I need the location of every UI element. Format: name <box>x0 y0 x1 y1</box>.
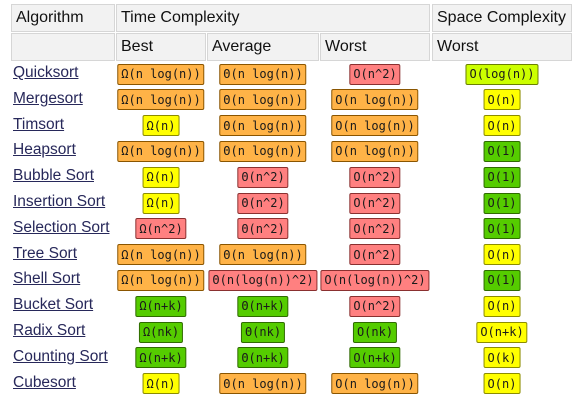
complexity-badge-avg: Θ(nk) <box>240 321 286 343</box>
algorithm-link[interactable]: Insertion Sort <box>13 193 106 210</box>
complexity-badge-worst: O(n^2) <box>349 295 401 317</box>
complexity-badge-space: O(1) <box>483 218 521 240</box>
algorithm-link[interactable]: Selection Sort <box>13 218 110 236</box>
complexity-badge-avg: Θ(n^2) <box>237 192 289 214</box>
complexity-badge-avg: Θ(n^2) <box>237 166 289 188</box>
complexity-badge-worst: O(n^2) <box>349 63 401 85</box>
header-blank <box>11 33 115 61</box>
algorithm-link[interactable]: Mergesort <box>13 89 83 107</box>
algorithm-link[interactable]: Radix Sort <box>13 322 86 339</box>
complexity-badge-worst: O(n^2) <box>349 244 401 266</box>
complexity-badge-space: O(k) <box>483 347 521 369</box>
algorithm-link[interactable]: Bucket Sort <box>13 296 94 314</box>
complexity-badge-worst: O(n(log(n))^2) <box>320 269 430 291</box>
complexity-badge-best: Ω(n log(n)) <box>117 63 205 85</box>
algorithm-link[interactable]: Timsort <box>13 115 65 133</box>
complexity-badge-worst: O(n log(n)) <box>331 89 419 111</box>
header-time-complexity: Time Complexity <box>116 4 430 32</box>
complexity-badge-worst: O(n log(n)) <box>331 373 419 395</box>
header-algorithm: Algorithm <box>11 4 115 32</box>
complexity-badge-avg: Θ(n log(n)) <box>219 63 307 85</box>
algorithm-link[interactable]: Heapsort <box>13 141 76 159</box>
complexity-badge-best: Ω(n) <box>142 166 180 188</box>
algorithm-link[interactable]: Shell Sort <box>13 270 81 288</box>
complexity-badge-space: O(1) <box>483 140 521 162</box>
complexity-badge-best: Ω(n log(n)) <box>117 140 205 162</box>
complexity-badge-worst: O(n log(n)) <box>331 115 419 137</box>
complexity-badge-space: O(n) <box>483 244 521 266</box>
complexity-badge-space: O(n) <box>483 295 521 317</box>
complexity-badge-space: O(log(n)) <box>465 63 539 85</box>
complexity-badge-avg: Θ(n+k) <box>237 295 289 317</box>
complexity-badge-avg: Θ(n log(n)) <box>219 373 307 395</box>
complexity-badge-avg: Θ(n log(n)) <box>219 115 307 137</box>
complexity-badge-avg: Θ(n^2) <box>237 218 289 240</box>
complexity-badge-avg: Θ(n(log(n))^2) <box>208 269 318 291</box>
complexity-badge-space: O(1) <box>483 269 521 291</box>
complexity-badge-worst: O(n+k) <box>349 347 401 369</box>
complexity-badge-best: Ω(n) <box>142 115 180 137</box>
complexity-badge-best: Ω(n log(n)) <box>117 244 205 266</box>
complexity-badge-space: O(n+k) <box>476 321 528 343</box>
header-average: Average <box>207 33 319 61</box>
complexity-badge-space: O(n) <box>483 89 521 111</box>
complexity-badge-avg: Θ(n log(n)) <box>219 89 307 111</box>
complexity-badge-best: Ω(n+k) <box>135 347 187 369</box>
header-space-complexity: Space Complexity <box>432 4 572 32</box>
complexity-badge-worst: O(n^2) <box>349 192 401 214</box>
header-worst: Worst <box>320 33 430 61</box>
complexity-badge-best: Ω(n^2) <box>135 218 187 240</box>
complexity-badge-space: O(1) <box>483 192 521 214</box>
complexity-badge-space: O(n) <box>483 115 521 137</box>
algorithm-link[interactable]: Tree Sort <box>13 244 78 262</box>
complexity-badge-space: O(1) <box>483 166 521 188</box>
complexity-badge-avg: Θ(n log(n)) <box>219 140 307 162</box>
complexity-badge-avg: Θ(n log(n)) <box>219 244 307 266</box>
complexity-badge-best: Ω(n log(n)) <box>117 269 205 291</box>
algorithm-link[interactable]: Counting Sort <box>13 347 108 365</box>
algorithm-link[interactable]: Quicksort <box>13 64 79 81</box>
complexity-badge-best: Ω(n) <box>142 373 180 395</box>
complexity-badge-space: O(n) <box>483 373 521 395</box>
complexity-badge-worst: O(nk) <box>352 321 398 343</box>
algorithm-link[interactable]: Bubble Sort <box>13 167 94 185</box>
header-space-worst: Worst <box>432 33 572 61</box>
complexity-badge-worst: O(n log(n)) <box>331 140 419 162</box>
algorithm-link[interactable]: Cubesort <box>13 373 76 391</box>
complexity-badge-worst: O(n^2) <box>349 166 401 188</box>
complexity-badge-best: Ω(n+k) <box>135 295 187 317</box>
complexity-badge-avg: Θ(n+k) <box>237 347 289 369</box>
complexity-badge-best: Ω(n) <box>142 192 180 214</box>
complexity-badge-worst: O(n^2) <box>349 218 401 240</box>
header-best: Best <box>116 33 206 61</box>
complexity-badge-best: Ω(n log(n)) <box>117 89 205 111</box>
complexity-badge-best: Ω(nk) <box>138 321 184 343</box>
